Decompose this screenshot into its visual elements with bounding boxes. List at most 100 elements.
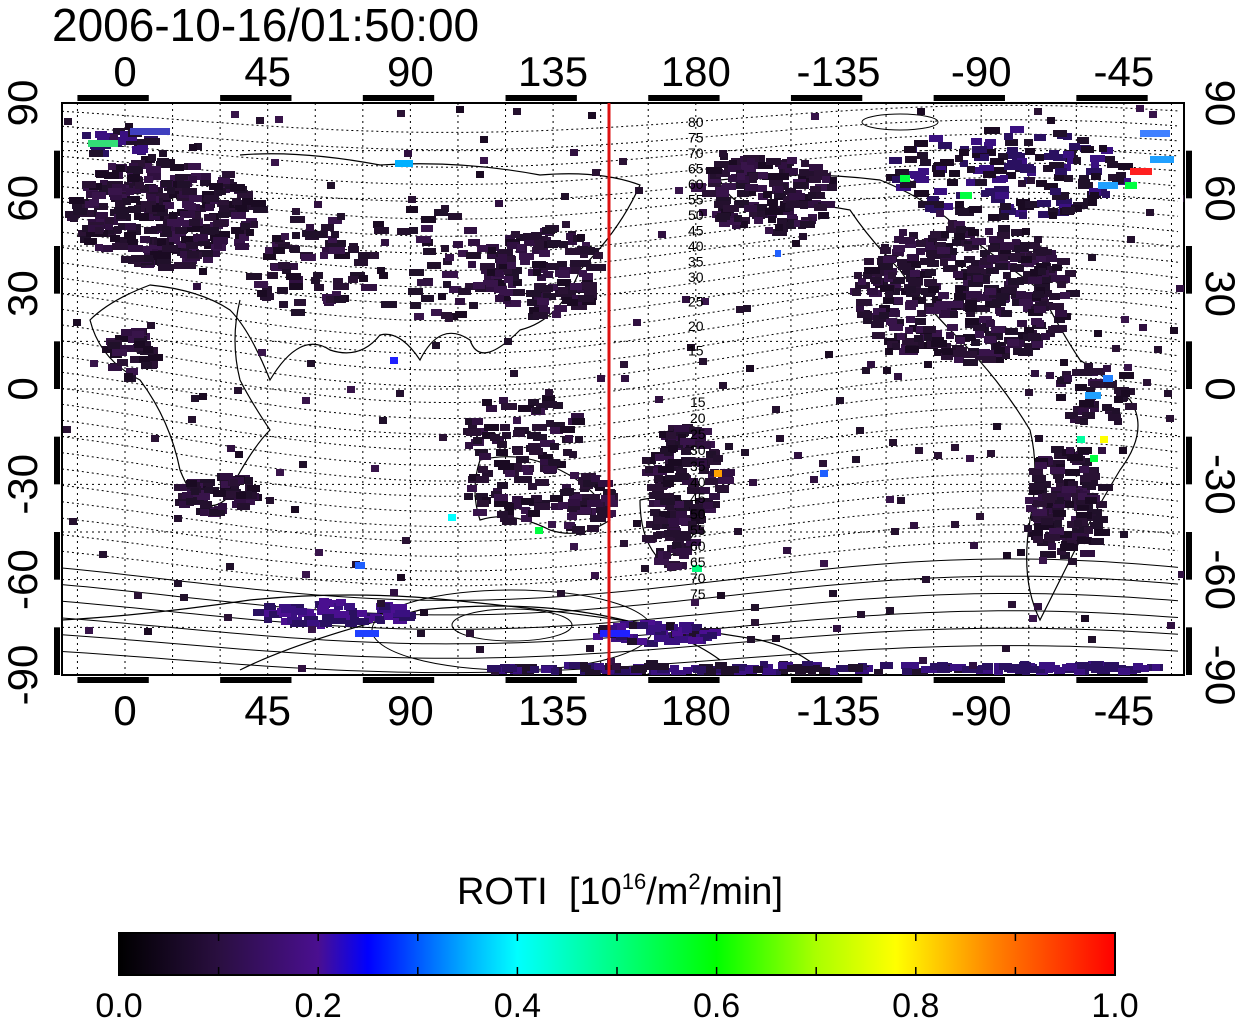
lat-tick-label: -90 — [0, 645, 46, 706]
frame-bar — [790, 677, 863, 683]
lat-tick-label: -30 — [0, 454, 46, 515]
mag-lat-label: 30 — [690, 442, 706, 458]
mag-lat-label: 75 — [690, 586, 706, 602]
mag-lat-label: 35 — [688, 254, 704, 270]
mag-lat-label: 50 — [690, 506, 706, 522]
frame-bar — [648, 677, 720, 683]
frame-bar — [362, 95, 435, 101]
colorbar-title-name: ROTI — [456, 871, 548, 913]
colorbar-tick-label: 0.0 — [95, 987, 143, 1025]
mag-lat-label: 80 — [688, 114, 704, 130]
frame-bar — [933, 677, 1005, 683]
lat-tick-label: 60 — [0, 175, 46, 222]
colorbar-tick-label: 0.8 — [892, 987, 940, 1025]
frame-bar — [1186, 150, 1192, 199]
frame-bar — [77, 677, 149, 683]
mag-lat-label: 35 — [690, 458, 706, 474]
mag-lat-label: 65 — [690, 554, 706, 570]
frame-bars — [54, 95, 1192, 683]
frame-bar — [1186, 246, 1192, 294]
frame-bar — [1076, 95, 1148, 101]
colorbar-title: ROTI [1016/m2/min] — [0, 870, 1240, 914]
right-lat-labels: 90 60 30 0 -30 -60 -90 — [1197, 80, 1240, 706]
lon-tick-label: 135 — [518, 48, 588, 95]
lat-tick-label: 90 — [0, 80, 46, 127]
frame-bar — [790, 95, 863, 101]
mag-lat-label: 60 — [690, 538, 706, 554]
roti-map: 8075706560555045403530252015152025303540… — [0, 48, 1240, 734]
frame-bar — [220, 677, 292, 683]
frame-bar — [54, 150, 60, 199]
lat-tick-label: 0 — [1197, 377, 1240, 400]
lon-tick-label: 180 — [661, 687, 731, 734]
colorbar-tick-label: 0.2 — [294, 987, 342, 1025]
lon-tick-label: -90 — [951, 687, 1012, 734]
map-timestamp: 2006-10-16/01:50:00 — [52, 0, 480, 51]
frame-bar — [1186, 341, 1192, 389]
frame-bar — [362, 677, 435, 683]
colorbar-tick-label: 0.6 — [692, 987, 741, 1025]
frame-bar — [220, 95, 292, 101]
lon-tick-label: 0 — [113, 48, 136, 95]
frame-bar — [54, 436, 60, 485]
roti-data-cells — [63, 105, 1184, 675]
mag-lat-label: 45 — [690, 490, 706, 506]
mag-lat-label: 15 — [688, 343, 704, 359]
colorbar-gradient — [118, 932, 1116, 976]
frame-bar — [505, 95, 577, 101]
frame-bar — [77, 95, 149, 101]
mag-lat-label: 20 — [690, 410, 706, 426]
colorbar-tick-label: 1.0 — [1091, 987, 1139, 1025]
lat-tick-label: -90 — [1197, 645, 1240, 706]
mag-lat-label: 70 — [690, 570, 706, 586]
lat-tick-label: 30 — [1197, 270, 1240, 317]
mag-lat-label: 55 — [690, 522, 706, 538]
lat-tick-label: -30 — [1197, 454, 1240, 515]
frame-bar — [54, 532, 60, 580]
colorbar-unit-suffix: /min] — [700, 871, 784, 913]
mag-lat-label: 25 — [690, 426, 706, 442]
lon-tick-label: -135 — [796, 687, 880, 734]
lat-tick-label: 30 — [0, 270, 46, 317]
mag-lat-label: 15 — [690, 394, 706, 410]
lon-tick-label: 45 — [244, 48, 291, 95]
lat-tick-label: -60 — [1197, 549, 1240, 610]
lon-tick-label: -135 — [796, 48, 880, 95]
top-lon-labels: 0 45 90 135 180 -135 -90 -45 — [113, 48, 1154, 95]
colorbar-tick-label: 0.4 — [493, 987, 542, 1025]
lat-tick-label: -60 — [0, 549, 46, 610]
mag-lat-label: 75 — [688, 130, 704, 146]
colorbar-unit-exp: 16 — [621, 869, 647, 894]
lon-tick-label: 45 — [244, 687, 291, 734]
frame-bar — [1186, 627, 1192, 675]
lon-tick-label: 135 — [518, 687, 588, 734]
mag-lat-label: 60 — [688, 176, 704, 192]
mag-lat-label: 55 — [688, 192, 704, 208]
lon-tick-label: -45 — [1094, 687, 1155, 734]
mag-lat-label: 40 — [690, 474, 706, 490]
frame-bar — [1186, 532, 1192, 580]
frame-bar — [505, 677, 577, 683]
lon-tick-label: -90 — [951, 48, 1012, 95]
mag-lat-label: 70 — [688, 145, 704, 161]
frame-bar — [54, 246, 60, 294]
left-lat-labels: 90 60 30 0 -30 -60 -90 — [0, 80, 46, 706]
frame-bar — [648, 95, 720, 101]
mag-lat-label: 50 — [688, 207, 704, 223]
mag-lat-labels: 8075706560555045403530252015152025303540… — [688, 114, 706, 602]
colorbar-unit-prefix: [10 — [568, 871, 622, 913]
lon-tick-label: 0 — [113, 687, 136, 734]
lon-tick-label: 180 — [661, 48, 731, 95]
colorbar-unit-mid: /m — [646, 871, 689, 913]
lon-tick-label: 90 — [387, 687, 434, 734]
colorbar-unit-exp2: 2 — [688, 869, 701, 894]
mag-lat-label: 65 — [688, 161, 704, 177]
lat-tick-label: 0 — [0, 377, 46, 400]
mag-lat-label: 20 — [688, 318, 704, 334]
lat-tick-label: 60 — [1197, 175, 1240, 222]
frame-bar — [933, 95, 1005, 101]
mag-lat-label: 40 — [688, 238, 704, 254]
bottom-lon-labels: 0 45 90 135 180 -135 -90 -45 — [113, 687, 1154, 734]
lon-tick-label: 90 — [387, 48, 434, 95]
frame-bar — [1186, 436, 1192, 485]
